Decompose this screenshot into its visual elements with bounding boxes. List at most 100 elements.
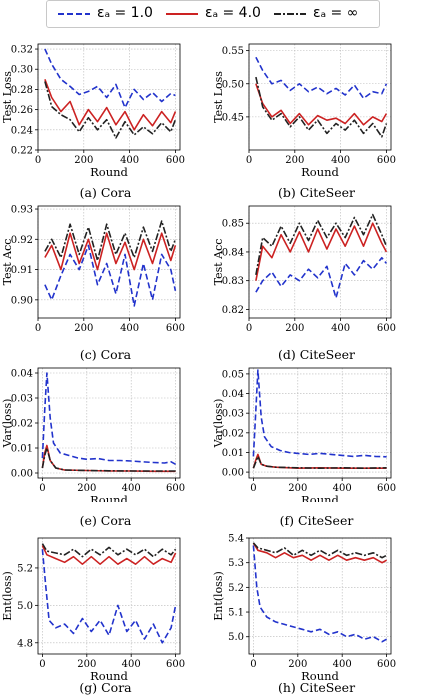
x-tick-label-d-0: 0 xyxy=(246,323,252,334)
x-tick-label-e-1: 200 xyxy=(77,483,96,494)
series-line-c-2 xyxy=(44,220,177,262)
chart-panel-d: 0 200 400 600 0.82 0.83 0.84 0.85 Test Acc xyxy=(212,205,396,334)
y-tick-label-f-3: 0.03 xyxy=(222,409,244,420)
chart-panel-a: 0 200 400 600 0.22 0.24 0.26 0.28 0.30 0.32 Round T… xyxy=(1,43,185,179)
series-line-g-0 xyxy=(41,549,177,644)
y-tick-label-e-1: 0.01 xyxy=(11,444,33,455)
y-tick-label-f-1: 0.01 xyxy=(222,448,244,459)
y-axis-label-e: Var(loss) xyxy=(1,399,14,449)
axes-frame-h xyxy=(248,537,392,655)
series-line-e-0 xyxy=(41,372,176,465)
y-tick-label-g-2: 5.2 xyxy=(17,563,33,574)
legend-swatch-eps-inf xyxy=(274,13,306,15)
series-line-a-2 xyxy=(44,81,177,139)
axes-frame-c xyxy=(37,205,181,319)
x-tick-label-h-3: 600 xyxy=(377,659,396,670)
x-tick-label-b-3: 600 xyxy=(377,155,396,166)
x-axis-label-b: Round xyxy=(301,165,339,179)
y-tick-label-c-1: 0.91 xyxy=(11,265,33,276)
series-line-e-1 xyxy=(41,444,176,473)
y-tick-label-a-4: 0.30 xyxy=(11,65,33,76)
y-tick-label-b-1: 0.50 xyxy=(222,79,244,90)
y-axis-label-b: Test Loss xyxy=(212,71,225,123)
x-tick-label-f-2: 400 xyxy=(333,483,352,494)
y-tick-label-c-3: 0.93 xyxy=(11,205,33,216)
legend-label-eps-inf: εₐ = ∞ xyxy=(313,5,359,21)
x-axis-label-a: Round xyxy=(90,165,128,179)
x-axis-label-e: Round xyxy=(90,493,128,502)
x-tick-label-d-3: 600 xyxy=(377,323,396,334)
y-tick-label-c-0: 0.90 xyxy=(11,295,33,306)
x-tick-label-c-3: 600 xyxy=(166,323,185,334)
x-tick-label-e-0: 0 xyxy=(39,483,45,494)
y-tick-label-h-4: 5.4 xyxy=(228,534,244,545)
y-tick-label-e-0: 0.00 xyxy=(11,469,33,480)
chart-panel-g: 0 200 400 600 4.8 5.0 5.2 Round Ent(loss) xyxy=(1,537,185,680)
axes-frame-b xyxy=(248,43,392,151)
chart-panel-c: 0 200 400 600 0.90 0.91 0.92 0.93 Test Acc xyxy=(1,205,185,334)
axes-frame-f xyxy=(248,367,392,479)
y-tick-label-b-0: 0.45 xyxy=(222,112,244,123)
y-tick-label-h-0: 5.0 xyxy=(228,632,244,643)
x-tick-label-d-1: 200 xyxy=(285,323,304,334)
y-tick-label-d-2: 0.84 xyxy=(222,247,244,258)
series-line-e-2 xyxy=(41,447,176,472)
x-axis-label-f: Round xyxy=(301,493,339,502)
y-tick-label-e-4: 0.04 xyxy=(11,369,33,380)
x-tick-label-a-2: 400 xyxy=(120,155,139,166)
y-axis-label-c: Test Acc xyxy=(1,239,14,286)
axes-frame-g xyxy=(37,537,181,655)
x-tick-label-g-3: 600 xyxy=(166,659,185,670)
series-line-b-2 xyxy=(255,76,388,138)
series-line-f-1 xyxy=(252,453,387,469)
x-tick-label-f-1: 200 xyxy=(288,483,307,494)
x-tick-label-d-2: 400 xyxy=(331,323,350,334)
chart-panel-b: 0 200 400 600 0.45 0.50 0.55 Round Test Loss xyxy=(212,43,396,179)
series-line-d-0 xyxy=(255,256,388,299)
chart-panel-e: 0 200 400 600 0.00 0.01 0.02 0.03 0.04 Round Var(l… xyxy=(1,367,185,502)
legend-label-eps-4: εₐ = 4.0 xyxy=(205,5,261,21)
x-tick-label-g-1: 200 xyxy=(77,659,96,670)
y-tick-label-d-3: 0.85 xyxy=(222,219,244,230)
x-tick-label-c-0: 0 xyxy=(35,323,41,334)
y-tick-label-e-3: 0.03 xyxy=(11,394,33,405)
series-line-c-0 xyxy=(44,244,177,307)
series-line-a-1 xyxy=(44,79,177,131)
x-tick-label-h-0: 0 xyxy=(250,659,256,670)
y-tick-label-a-1: 0.24 xyxy=(11,125,33,136)
x-tick-label-b-0: 0 xyxy=(246,155,252,166)
y-tick-label-g-1: 5.0 xyxy=(17,601,33,612)
x-tick-label-a-1: 200 xyxy=(74,155,93,166)
y-tick-label-e-2: 0.02 xyxy=(11,419,33,430)
caption-d: (d) CiteSeer xyxy=(277,347,356,362)
y-tick-label-f-2: 0.02 xyxy=(222,428,244,439)
y-axis-label-g: Ent(loss) xyxy=(1,571,14,621)
legend-swatch-eps-1 xyxy=(58,13,90,15)
y-tick-label-h-3: 5.3 xyxy=(228,558,244,569)
series-line-h-0 xyxy=(252,545,387,643)
caption-h: (h) CiteSeer xyxy=(277,680,356,695)
chart-legend: εₐ = 1.0 εₐ = 4.0 εₐ = ∞ xyxy=(46,0,380,28)
series-line-a-0 xyxy=(44,48,176,109)
x-tick-label-h-2: 400 xyxy=(333,659,352,670)
y-tick-label-a-0: 0.22 xyxy=(11,146,33,157)
y-tick-label-g-0: 4.8 xyxy=(17,638,33,649)
y-axis-label-a: Test Loss xyxy=(1,71,14,123)
series-line-c-1 xyxy=(44,232,177,271)
y-tick-label-f-0: 0.00 xyxy=(222,468,244,479)
caption-e: (e) Cora xyxy=(79,513,132,528)
x-tick-label-a-3: 600 xyxy=(166,155,185,166)
y-tick-label-d-1: 0.83 xyxy=(222,276,244,287)
x-tick-label-c-2: 400 xyxy=(120,323,139,334)
y-tick-label-a-5: 0.32 xyxy=(11,45,33,56)
y-axis-label-f: Var(loss) xyxy=(212,399,225,449)
x-axis-label-g: Round xyxy=(90,669,128,680)
legend-swatch-eps-4 xyxy=(166,13,198,15)
x-axis-label-h: Round xyxy=(301,669,339,680)
axes-frame-d xyxy=(248,205,392,319)
caption-c: (c) Cora xyxy=(79,347,132,362)
x-tick-label-b-2: 400 xyxy=(331,155,350,166)
x-tick-label-e-3: 600 xyxy=(166,483,185,494)
x-tick-label-f-0: 0 xyxy=(250,483,256,494)
x-tick-label-b-1: 200 xyxy=(285,155,304,166)
